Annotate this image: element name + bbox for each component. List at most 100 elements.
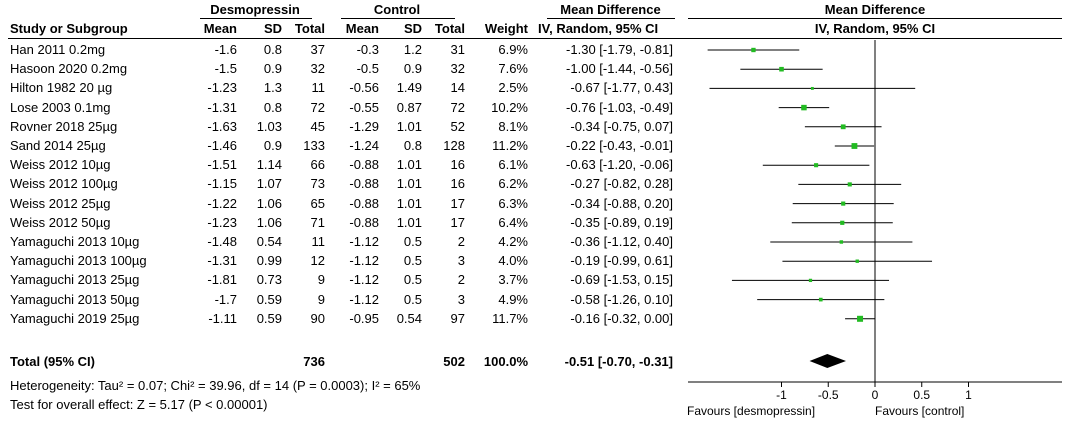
header-c-mean: Mean [345,21,379,36]
header-control: Control [373,2,421,17]
row-weight: 4.9% [498,291,528,307]
row-c-mean: -0.95 [349,310,379,326]
header-desmopressin: Desmopressin [210,2,300,17]
row-c-sd: 0.87 [396,99,422,115]
row-d-mean: -1.23 [207,80,237,96]
row-ci: -0.27 [-0.82, 0.28] [570,176,673,192]
row-c-mean: -0.55 [349,99,379,115]
row-d-total: 45 [310,118,325,134]
row-d-total: 66 [310,157,325,173]
row-weight: 6.1% [498,157,528,173]
row-ci: -0.63 [-1.20, -0.06] [566,157,673,173]
header-study: Study or Subgroup [10,21,128,36]
row-d-mean: -1.15 [207,176,237,192]
row-study-name: Weiss 2012 10µg [10,157,111,173]
row-weight: 4.0% [498,253,528,269]
favours-right-label: Favours [control] [875,404,965,418]
row-c-mean: -1.24 [349,138,379,153]
row-c-sd: 1.49 [396,80,422,96]
desmopressin-underline [200,18,312,19]
row-c-sd: 1.01 [396,157,422,173]
row-study-name: Hilton 1982 20 µg [10,80,113,96]
row-c-mean: -1.12 [349,253,379,269]
plot-header-mean-difference: Mean Difference [824,2,926,17]
row-c-mean: -0.88 [349,176,379,192]
row-study-name: Weiss 2012 25µg [10,195,111,211]
row-d-total: 73 [310,176,325,192]
row-weight: 3.7% [498,272,528,288]
control-underline [341,18,455,19]
header-weight: Weight [484,21,528,36]
row-d-total: 9 [317,272,325,288]
row-d-mean: -1.46 [207,138,237,153]
row-c-total: 3 [457,291,465,307]
row-d-total: 37 [310,42,325,57]
row-d-mean: -1.7 [214,291,237,307]
row-study-name: Weiss 2012 50µg [10,214,111,230]
row-ci: -0.36 [-1.12, 0.40] [570,234,673,249]
row-study-name: Sand 2014 25µg [10,138,106,153]
row-ci: -0.69 [-1.53, 0.15] [570,272,673,288]
row-d-mean: -1.11 [208,310,237,326]
point-estimate [847,182,852,187]
row-c-total: 32 [450,61,465,77]
row-weight: 11.7% [492,310,528,326]
row-study-name: Yamaguchi 2013 25µg [10,272,140,288]
row-ci: -0.34 [-0.88, 0.20] [570,195,673,211]
row-ci: -1.00 [-1.44, -0.56] [566,61,673,77]
row-c-sd: 1.01 [396,118,422,134]
row-ci: -0.58 [-1.26, 0.10] [570,291,673,307]
row-d-total: 32 [310,61,325,77]
row-d-sd: 0.8 [263,99,282,115]
x-tick-label: 0 [872,388,879,402]
x-tick-label: -1 [776,388,787,402]
total-c-total: 502 [443,354,465,369]
row-d-sd: 1.07 [256,176,282,192]
row-d-sd: 1.3 [263,80,282,96]
row-c-mean: -1.29 [349,118,379,134]
row-d-sd: 0.59 [256,291,282,307]
row-d-mean: -1.22 [207,195,237,211]
row-c-total: 17 [450,214,465,230]
row-d-mean: -1.6 [214,42,237,57]
point-estimate [814,163,819,168]
header-d-sd: SD [263,21,282,36]
row-c-sd: 0.8 [403,138,422,153]
row-d-total: 72 [310,99,325,115]
row-c-total: 16 [450,176,465,192]
row-study-name: Yamaguchi 2019 25µg [10,310,140,326]
point-estimate [841,201,846,206]
row-c-mean: -1.12 [349,272,379,288]
row-c-mean: -0.88 [349,157,379,173]
row-c-mean: -0.5 [356,61,379,77]
header-mean-difference: Mean Difference [560,2,661,17]
row-d-mean: -1.31 [207,99,237,115]
row-c-mean: -0.3 [356,42,379,57]
row-c-total: 97 [450,310,465,326]
plot-header-underline [688,18,1062,19]
row-c-sd: 0.5 [403,253,422,269]
row-d-total: 12 [310,253,325,269]
total-d-total: 736 [303,354,325,369]
row-d-mean: -1.5 [214,61,237,77]
row-c-total: 2 [457,272,465,288]
row-ci: -0.22 [-0.43, -0.01] [566,138,673,153]
row-c-sd: 1.01 [396,176,422,192]
row-d-total: 11 [311,234,326,249]
header-c-total: Total [434,21,465,36]
x-tick-label: 0.5 [913,388,930,402]
row-c-sd: 0.54 [396,310,422,326]
pooled-diamond [809,354,847,368]
row-d-mean: -1.63 [207,118,237,134]
row-ci: -1.30 [-1.79, -0.81] [566,42,673,57]
row-d-mean: -1.51 [207,157,237,173]
row-weight: 2.5% [498,80,528,96]
row-c-mean: -0.56 [349,80,379,96]
total-label: Total (95% CI) [10,354,95,369]
row-d-mean: -1.81 [207,272,237,288]
header-divider [8,38,1062,39]
row-weight: 8.1% [498,118,528,134]
row-c-sd: 0.9 [403,61,422,77]
row-c-total: 128 [443,138,465,153]
